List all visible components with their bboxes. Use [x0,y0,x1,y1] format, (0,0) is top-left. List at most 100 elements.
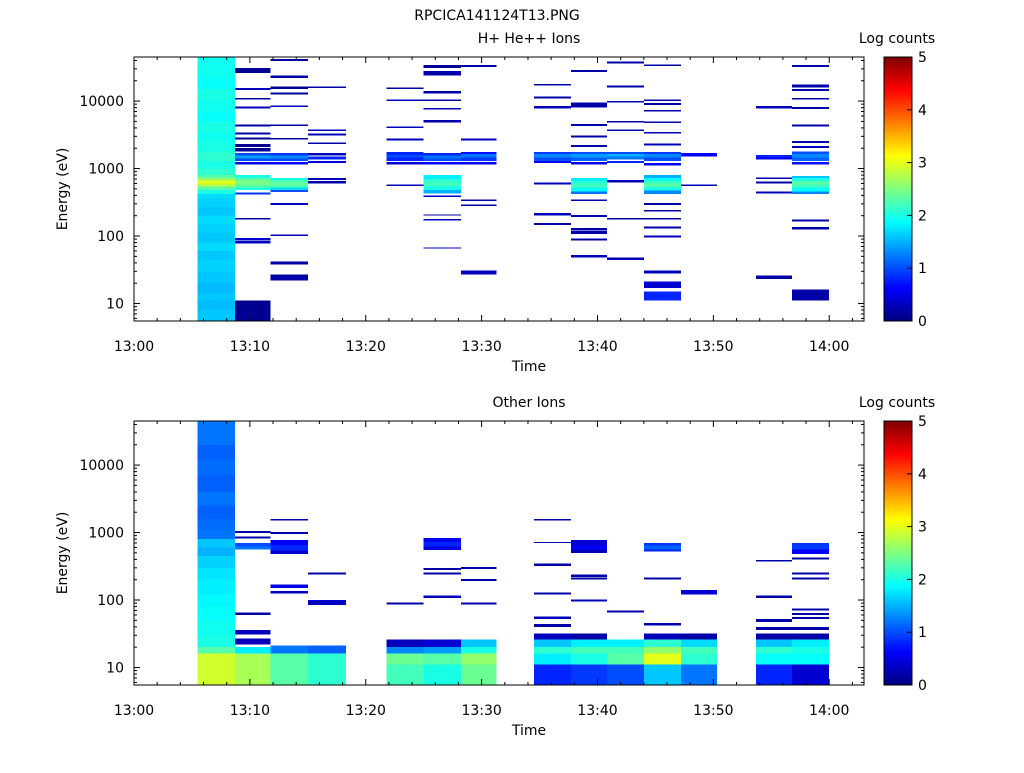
heatmap-cell [386,138,424,141]
heatmap-cell [756,619,793,623]
heatmap-cell [234,180,271,184]
colorbar-gradient [883,420,913,686]
heatmap-cell [197,111,235,122]
heatmap-cell [197,168,235,176]
heatmap-cell [197,475,235,492]
heatmap-cell [197,121,235,132]
heatmap-cell [792,617,830,620]
colorbar-tick-label: 1 [918,625,927,641]
heatmap-cell [792,613,830,615]
heatmap-cell [234,187,271,191]
heatmap-cell [197,653,235,685]
heatmap-cell [197,283,235,294]
heatmap-cell [234,653,271,685]
heatmap-cell [570,157,607,161]
heatmap-cell [792,664,830,685]
heatmap-cell [197,141,235,152]
heatmap-cell [643,235,681,238]
heatmap-cell [533,96,571,99]
heatmap-cell [570,187,607,192]
x-tick-label: 13:10 [230,703,270,719]
heatmap-cell [606,120,644,123]
heatmap-cell [197,77,235,90]
heatmap-cell [197,57,235,78]
heatmap-cell [792,577,830,580]
heatmap-cell [460,664,497,685]
heatmap-cell [197,459,235,476]
heatmap-cell [423,175,461,179]
heatmap-cell [197,242,235,251]
x-tick-label: 13:30 [461,339,501,355]
y-tick-label: 1000 [88,526,124,542]
heatmap-cell [270,92,308,95]
heatmap-cell [423,538,461,543]
x-axis-label: Time [511,359,546,375]
heatmap-cell [680,590,717,595]
heatmap-cell [792,542,830,550]
heatmap-cell [197,635,235,648]
heatmap-cell [533,212,571,216]
heatmap-cell [234,546,271,550]
heatmap-cell [423,152,461,156]
heatmap-cell [792,653,830,665]
heatmap-cell [197,505,235,519]
x-tick-label: 13:20 [346,339,386,355]
heatmap-cell [386,639,424,648]
colorbar-tick-label: 3 [918,156,927,172]
panel-2: 13:00 13:10 13:20 13:30 13:40 13:50 14:0010100… [55,395,935,739]
plot-area [134,421,864,685]
heatmap-cell [643,184,681,188]
heatmap-cell [570,664,607,685]
heatmap-cell [423,247,461,249]
heatmap-cell [533,639,571,648]
heatmap-cell [270,234,308,237]
heatmap-cell [197,215,235,225]
heatmap-cell [792,572,830,575]
heatmap-cell [460,199,497,202]
heatmap-cell [307,133,347,136]
heatmap-cell [386,602,424,605]
heatmap-cell [680,639,717,648]
heatmap-cell [234,237,271,240]
heatmap-cell [756,653,793,665]
heatmap-cell [792,84,830,88]
heatmap-cell [606,257,644,261]
heatmap-cell [606,61,644,64]
heatmap-cell [792,557,830,560]
heatmap-cell [756,626,793,630]
heatmap-cell [570,545,607,550]
heatmap-cell [680,647,717,654]
heatmap-cell [533,83,571,86]
heatmap-cell [570,162,607,165]
heatmap-cell [643,178,681,182]
heatmap-cell [792,608,830,611]
heatmap-cell [570,144,607,147]
heatmap-cell [643,64,681,67]
heatmap-cell [792,141,830,143]
heatmap-cell [570,184,607,188]
heatmap-cell [792,89,830,92]
heatmap-cell [234,158,271,161]
heatmap-cells [197,421,830,685]
heatmap-cell [460,602,497,605]
heatmap-cell [423,218,461,221]
heatmap-cell [270,155,308,159]
heatmap-cell [792,151,830,154]
heatmap-cell [643,664,681,685]
heatmap-cell [270,545,308,551]
heatmap-cell [643,157,681,161]
heatmap-cell [643,622,681,626]
heatmap-cell [570,639,607,648]
heatmap-cell [792,219,830,222]
heatmap-cell [643,549,681,552]
heatmap-cell [234,647,271,654]
heatmap-cell [234,612,271,615]
heatmap-cell [606,160,644,164]
heatmap-cell [570,153,607,158]
heatmap-cell [570,178,607,182]
heatmap-cell [197,180,235,184]
heatmap-cell [270,180,308,184]
heatmap-cell [460,204,497,206]
heatmap-cell [197,206,235,216]
heatmap-cell [270,185,308,188]
